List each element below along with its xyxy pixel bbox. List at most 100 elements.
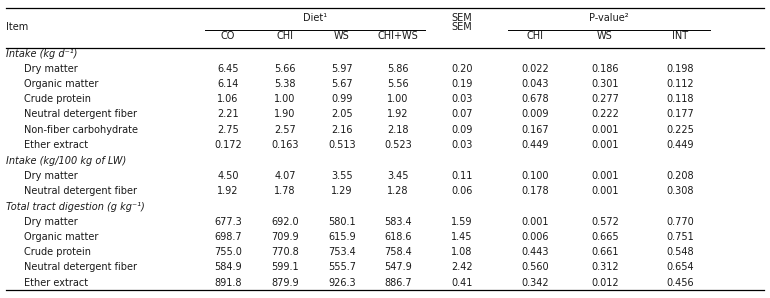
Text: 0.001: 0.001 [591,171,619,181]
Text: 0.41: 0.41 [451,278,473,288]
Text: 4.50: 4.50 [217,171,239,181]
Text: 0.118: 0.118 [666,94,694,104]
Text: 1.45: 1.45 [451,232,473,242]
Text: 0.07: 0.07 [451,109,473,119]
Text: 0.06: 0.06 [451,186,473,196]
Text: 1.00: 1.00 [387,94,409,104]
Text: 5.86: 5.86 [387,63,409,74]
Text: 2.18: 2.18 [387,125,409,135]
Text: Dry matter: Dry matter [24,217,78,226]
Text: 2.16: 2.16 [331,125,353,135]
Text: 5.38: 5.38 [274,79,296,89]
Text: Neutral detergent fiber: Neutral detergent fiber [24,263,137,272]
Text: 2.57: 2.57 [274,125,296,135]
Text: 0.312: 0.312 [591,263,619,272]
Text: Dry matter: Dry matter [24,63,78,74]
Text: 2.75: 2.75 [217,125,239,135]
Text: 1.92: 1.92 [387,109,409,119]
Text: 0.001: 0.001 [591,125,619,135]
Text: Total tract digestion (g kg⁻¹): Total tract digestion (g kg⁻¹) [6,202,145,212]
Text: Organic matter: Organic matter [24,232,99,242]
Text: 1.28: 1.28 [387,186,409,196]
Text: 753.4: 753.4 [328,247,356,257]
Text: 0.006: 0.006 [521,232,549,242]
Text: CHI+WS: CHI+WS [377,31,418,41]
Text: 1.08: 1.08 [451,247,473,257]
Text: Intake (kg d⁻¹): Intake (kg d⁻¹) [6,49,77,59]
Text: 615.9: 615.9 [328,232,356,242]
Text: 0.001: 0.001 [521,217,549,226]
Text: 0.751: 0.751 [666,232,694,242]
Text: 0.022: 0.022 [521,63,549,74]
Text: 0.012: 0.012 [591,278,619,288]
Text: 0.654: 0.654 [666,263,694,272]
Text: 0.308: 0.308 [666,186,694,196]
Text: 0.001: 0.001 [591,140,619,150]
Text: Item: Item [6,22,28,32]
Text: 879.9: 879.9 [271,278,299,288]
Text: 0.456: 0.456 [666,278,694,288]
Text: 618.6: 618.6 [384,232,412,242]
Text: Ether extract: Ether extract [24,140,88,150]
Text: 0.009: 0.009 [521,109,549,119]
Text: Intake (kg/100 kg of LW): Intake (kg/100 kg of LW) [6,156,126,166]
Text: 755.0: 755.0 [214,247,242,257]
Text: 0.770: 0.770 [666,217,694,226]
Text: INT: INT [672,31,688,41]
Text: 3.45: 3.45 [387,171,409,181]
Text: CO: CO [221,31,235,41]
Text: 0.09: 0.09 [451,125,473,135]
Text: 0.301: 0.301 [591,79,619,89]
Text: 0.19: 0.19 [451,79,473,89]
Text: 891.8: 891.8 [214,278,242,288]
Text: 0.163: 0.163 [271,140,299,150]
Text: 0.100: 0.100 [521,171,549,181]
Text: Non-fiber carbohydrate: Non-fiber carbohydrate [24,125,138,135]
Text: 584.9: 584.9 [214,263,242,272]
Text: 709.9: 709.9 [271,232,299,242]
Text: 1.78: 1.78 [274,186,296,196]
Text: 0.186: 0.186 [591,63,619,74]
Text: 0.208: 0.208 [666,171,694,181]
Text: 1.06: 1.06 [217,94,239,104]
Text: 0.167: 0.167 [521,125,549,135]
Text: 6.14: 6.14 [217,79,239,89]
Text: 0.560: 0.560 [521,263,549,272]
Text: 2.05: 2.05 [331,109,353,119]
Text: 0.001: 0.001 [591,186,619,196]
Text: 692.0: 692.0 [271,217,299,226]
Text: Crude protein: Crude protein [24,247,91,257]
Text: 758.4: 758.4 [384,247,412,257]
Text: Crude protein: Crude protein [24,94,91,104]
Text: 5.66: 5.66 [274,63,296,74]
Text: 0.277: 0.277 [591,94,619,104]
Text: 583.4: 583.4 [384,217,412,226]
Text: Organic matter: Organic matter [24,79,99,89]
Text: 0.99: 0.99 [331,94,353,104]
Text: 0.222: 0.222 [591,109,619,119]
Text: 0.112: 0.112 [666,79,694,89]
Text: SEM: SEM [452,22,472,32]
Text: Dry matter: Dry matter [24,171,78,181]
Text: 4.07: 4.07 [274,171,296,181]
Text: 0.661: 0.661 [591,247,619,257]
Text: 3.55: 3.55 [331,171,353,181]
Text: 0.03: 0.03 [451,94,473,104]
Text: 770.8: 770.8 [271,247,299,257]
Text: Neutral detergent fiber: Neutral detergent fiber [24,109,137,119]
Text: WS: WS [597,31,613,41]
Text: 599.1: 599.1 [271,263,299,272]
Text: Diet¹: Diet¹ [303,13,327,23]
Text: 580.1: 580.1 [328,217,356,226]
Text: SEM: SEM [452,13,472,23]
Text: 1.00: 1.00 [274,94,296,104]
Text: 1.90: 1.90 [274,109,296,119]
Text: CHI: CHI [527,31,544,41]
Text: 0.177: 0.177 [666,109,694,119]
Text: 0.523: 0.523 [384,140,412,150]
Text: 0.548: 0.548 [666,247,694,257]
Text: WS: WS [334,31,350,41]
Text: 0.043: 0.043 [521,79,549,89]
Text: Neutral detergent fiber: Neutral detergent fiber [24,186,137,196]
Text: Ether extract: Ether extract [24,278,88,288]
